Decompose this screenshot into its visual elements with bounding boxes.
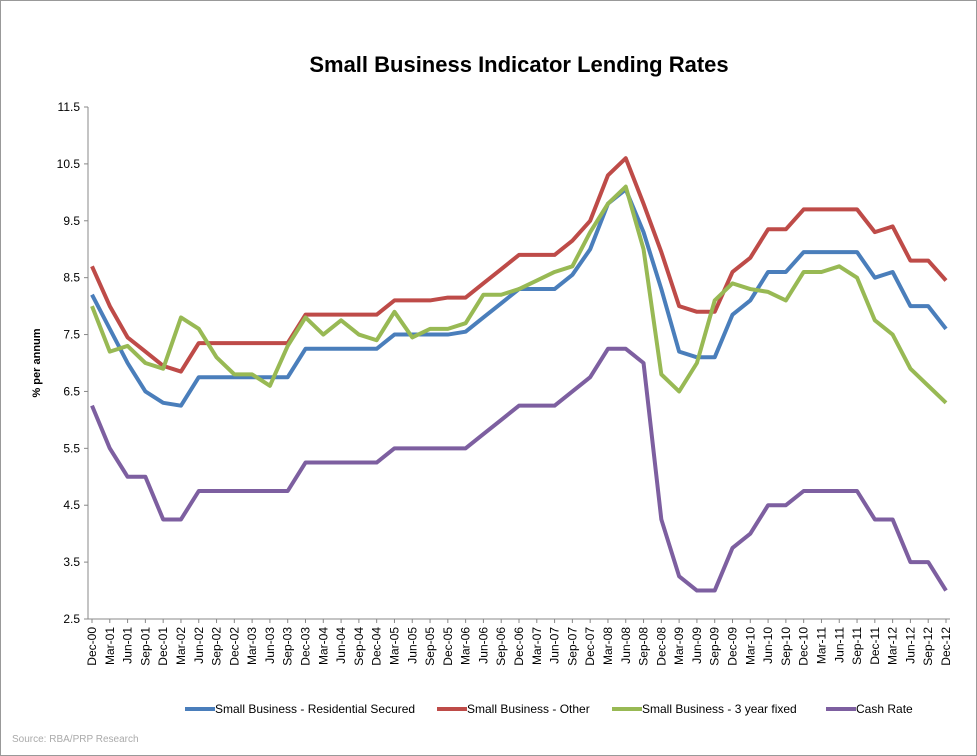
y-tick-label: 6.5	[63, 384, 80, 398]
x-tick-label: Dec-05	[441, 627, 455, 666]
x-tick-label: Jun-07	[548, 627, 562, 664]
y-tick-label: 11.5	[58, 100, 81, 114]
x-tick-label: Sep-06	[494, 627, 508, 666]
x-tick-label: Sep-01	[138, 627, 152, 666]
x-tick-label: Dec-12	[939, 627, 953, 666]
legend-label: Cash Rate	[856, 702, 913, 716]
x-tick-label: Dec-10	[797, 627, 811, 666]
x-tick-label: Jun-04	[334, 627, 348, 664]
legend-label: Small Business - Other	[467, 702, 590, 716]
x-tick-label: Dec-00	[85, 627, 99, 666]
x-tick-label: Jun-02	[192, 627, 206, 664]
x-tick-label: Mar-08	[601, 627, 615, 665]
x-tick-label: Sep-05	[423, 627, 437, 666]
x-tick-label: Mar-10	[743, 627, 757, 665]
y-tick-label: 2.5	[63, 612, 80, 626]
x-tick-label: Jun-06	[476, 627, 490, 664]
x-tick-label: Dec-07	[583, 627, 597, 666]
x-tick-label: Dec-08	[654, 627, 668, 666]
x-tick-label: Dec-02	[227, 627, 241, 666]
x-tick-label: Mar-09	[672, 627, 686, 665]
x-tick-label: Mar-06	[459, 627, 473, 665]
x-tick-label: Jun-09	[690, 627, 704, 664]
x-tick-label: Sep-03	[281, 627, 295, 666]
series-line	[90, 184, 948, 405]
chart-title: Small Business Indicator Lending Rates	[309, 52, 728, 77]
x-tick-label: Sep-10	[779, 627, 793, 666]
x-tick-label: Sep-09	[708, 627, 722, 666]
y-tick-label: 4.5	[63, 498, 80, 512]
x-tick-label: Dec-01	[156, 627, 170, 666]
x-tick-label: Jun-12	[903, 627, 917, 664]
x-tick-label: Dec-11	[868, 627, 882, 665]
x-tick-label: Sep-08	[637, 627, 651, 666]
x-tick-label: Sep-07	[565, 627, 579, 666]
x-tick-label: Dec-06	[512, 627, 526, 666]
x-tick-label: Sep-02	[210, 627, 224, 666]
x-tick-label: Jun-10	[761, 627, 775, 664]
y-tick-label: 10.5	[57, 157, 81, 171]
x-tick-label: Mar-05	[387, 627, 401, 665]
legend-label: Small Business - Residential Secured	[215, 702, 415, 716]
x-tick-label: Mar-01	[103, 627, 117, 665]
x-tick-label: Mar-03	[245, 627, 259, 665]
x-tick-label: Mar-04	[316, 627, 330, 665]
x-tick-label: Jun-01	[121, 627, 135, 664]
x-tick-label: Dec-09	[726, 627, 740, 666]
y-axis-label: % per annum	[31, 328, 43, 397]
y-tick-label: 7.5	[63, 328, 80, 342]
x-tick-label: Jun-05	[405, 627, 419, 664]
x-tick-label: Sep-12	[921, 627, 935, 666]
legend-label: Small Business - 3 year fixed	[642, 702, 797, 716]
x-tick-label: Jun-08	[619, 627, 633, 664]
y-tick-label: 3.5	[63, 555, 80, 569]
x-tick-label: Sep-11	[850, 627, 864, 665]
y-tick-label: 5.5	[63, 441, 80, 455]
x-tick-label: Sep-04	[352, 627, 366, 666]
source-note: Source: RBA/PRP Research	[12, 734, 139, 745]
series-line	[90, 156, 948, 374]
x-tick-label: Dec-04	[370, 627, 384, 666]
x-tick-label: Jun-11	[832, 627, 846, 663]
y-tick-label: 9.5	[63, 214, 80, 228]
y-tick-label: 8.5	[63, 271, 80, 285]
x-tick-label: Mar-11	[814, 627, 828, 664]
x-tick-label: Jun-03	[263, 627, 277, 664]
x-tick-label: Mar-02	[174, 627, 188, 665]
x-tick-label: Mar-12	[886, 627, 900, 665]
x-tick-label: Dec-03	[299, 627, 313, 666]
series-line	[90, 346, 948, 593]
x-tick-label: Mar-07	[530, 627, 544, 665]
